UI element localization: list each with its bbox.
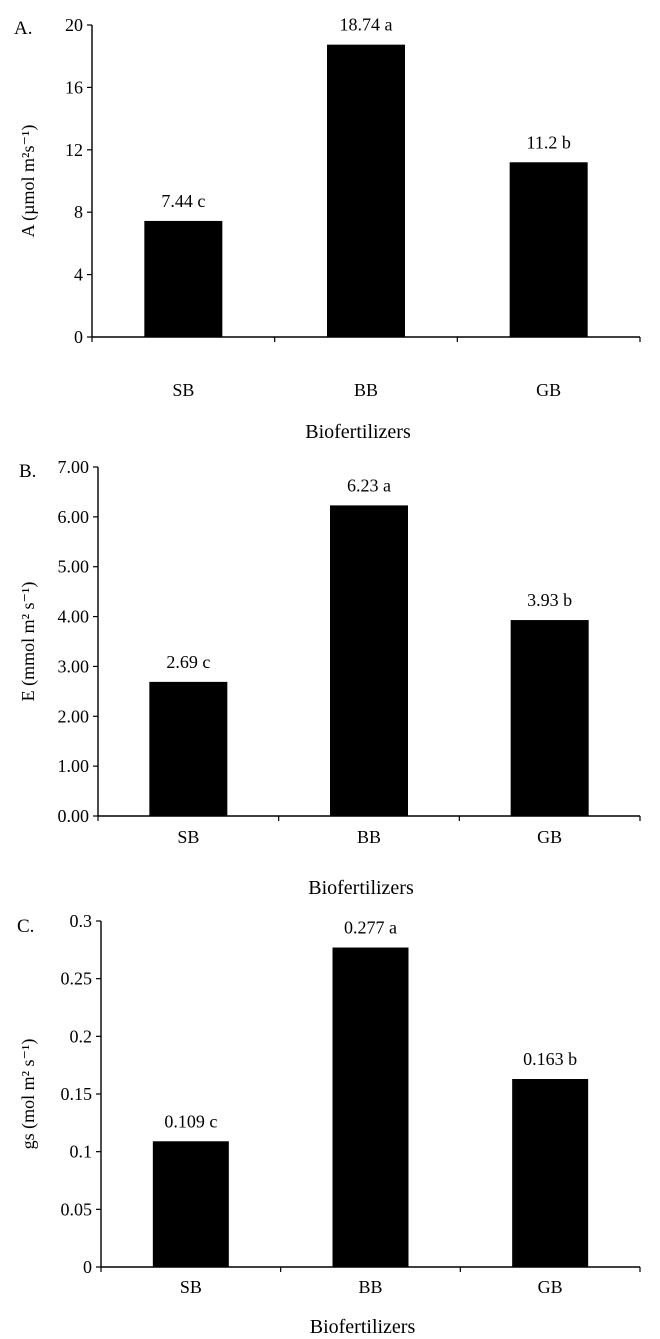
- x-axis-title: Biofertilizers: [305, 421, 411, 443]
- category-label: SB: [172, 380, 194, 400]
- y-tick-label: 1.00: [58, 756, 90, 776]
- data-label: 3.93 b: [527, 590, 572, 610]
- y-tick-label: 7.00: [58, 457, 90, 477]
- y-tick-label: 5.00: [58, 557, 90, 577]
- data-label: 2.69 c: [166, 652, 210, 672]
- y-tick-label: 0.25: [61, 969, 93, 989]
- y-axis-title: gs (mol m² s⁻¹): [18, 1039, 39, 1150]
- bar-gb: [510, 620, 589, 816]
- y-axis-title: A (µmol m²s⁻¹): [18, 125, 39, 238]
- y-tick-label: 16: [65, 77, 83, 97]
- bar-bb: [327, 44, 405, 337]
- data-label: 0.163 b: [523, 1049, 577, 1069]
- y-tick-label: 2.00: [58, 706, 90, 726]
- y-tick-label: 0.3: [70, 911, 93, 931]
- y-tick-label: 0.1: [70, 1142, 93, 1162]
- y-tick-label: 8: [74, 202, 83, 222]
- chart-panel-a: A. 0 4 8 12 16 20 7.44 c SB 18.74 a BB 11.2 b GB Biof…: [14, 15, 641, 443]
- y-tick-label: 0.00: [58, 806, 90, 826]
- bar-sb: [152, 1141, 229, 1267]
- y-tick-label: 0.05: [61, 1199, 93, 1219]
- category-label: BB: [354, 380, 378, 400]
- y-tick-label: 0.2: [70, 1026, 93, 1046]
- data-label: 18.74 a: [340, 15, 393, 35]
- y-tick-label: 4: [74, 265, 83, 285]
- chart-panel-b: B. 0.00 1.00 2.00 3.00 4.00 5.00 6.00 7.00 2.69 c…: [18, 457, 641, 899]
- x-axis-title: Biofertilizers: [310, 1316, 416, 1338]
- category-label: GB: [538, 1277, 563, 1297]
- bar-sb: [144, 220, 223, 337]
- data-label: 7.44 c: [161, 191, 205, 211]
- data-label: 6.23 a: [347, 475, 391, 495]
- y-axis-title: E (mmol m² s⁻¹): [18, 582, 39, 702]
- panel-label: A.: [14, 18, 32, 39]
- bar-gb: [512, 1079, 589, 1267]
- y-tick-label: 0: [74, 327, 83, 347]
- y-tick-label: 4.00: [58, 607, 90, 627]
- data-label: 0.109 c: [164, 1111, 217, 1131]
- bar-bb: [332, 947, 409, 1267]
- category-label: BB: [357, 827, 381, 847]
- category-label: SB: [177, 827, 199, 847]
- panel-label: C.: [17, 916, 34, 937]
- data-label: 11.2 b: [526, 132, 570, 152]
- bar-sb: [149, 681, 228, 816]
- category-label: GB: [537, 827, 562, 847]
- y-tick-label: 20: [65, 15, 83, 35]
- x-axis-title: Biofertilizers: [308, 877, 414, 899]
- chart-panel-c: C. 0 0.05 0.1 0.15 0.2 0.25 0.3 0.109 c SB 0.277 a…: [17, 911, 641, 1338]
- y-tick-label: 6.00: [58, 507, 90, 527]
- bar-bb: [330, 505, 408, 816]
- y-tick-label: 0.15: [61, 1084, 93, 1104]
- y-tick-label: 12: [65, 140, 83, 160]
- y-tick-label: 0: [83, 1257, 92, 1277]
- category-label: BB: [358, 1277, 382, 1297]
- y-tick-label: 3.00: [58, 656, 90, 676]
- panel-label: B.: [19, 461, 36, 482]
- category-label: SB: [180, 1277, 202, 1297]
- data-label: 0.277 a: [344, 918, 397, 938]
- category-label: GB: [536, 380, 561, 400]
- bar-gb: [509, 162, 588, 337]
